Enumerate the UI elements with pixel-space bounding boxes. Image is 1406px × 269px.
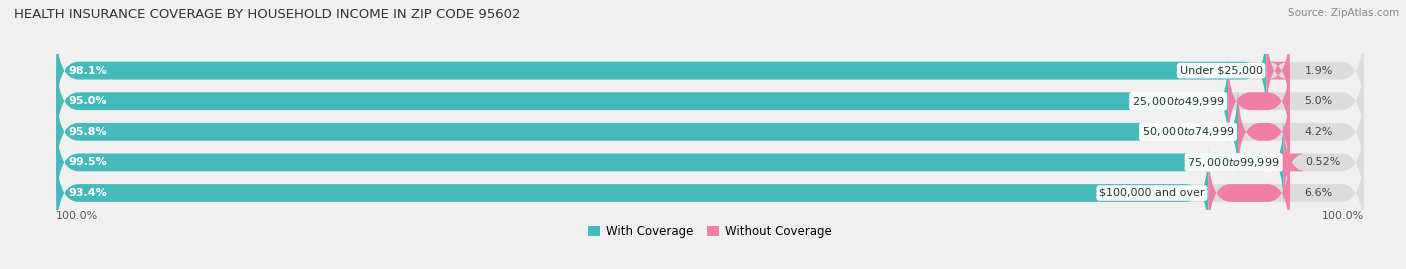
Text: 93.4%: 93.4% bbox=[69, 188, 107, 198]
Text: 100.0%: 100.0% bbox=[1322, 211, 1364, 221]
Text: 4.2%: 4.2% bbox=[1305, 127, 1333, 137]
Text: HEALTH INSURANCE COVERAGE BY HOUSEHOLD INCOME IN ZIP CODE 95602: HEALTH INSURANCE COVERAGE BY HOUSEHOLD I… bbox=[14, 8, 520, 21]
FancyBboxPatch shape bbox=[1268, 116, 1306, 208]
FancyBboxPatch shape bbox=[56, 86, 1239, 178]
FancyBboxPatch shape bbox=[56, 147, 1208, 239]
Legend: With Coverage, Without Coverage: With Coverage, Without Coverage bbox=[588, 225, 832, 238]
FancyBboxPatch shape bbox=[1267, 24, 1289, 117]
Text: 95.8%: 95.8% bbox=[69, 127, 107, 137]
Text: 6.6%: 6.6% bbox=[1305, 188, 1333, 198]
Text: 5.0%: 5.0% bbox=[1305, 96, 1333, 106]
Text: 1.9%: 1.9% bbox=[1305, 66, 1333, 76]
Text: $25,000 to $49,999: $25,000 to $49,999 bbox=[1132, 95, 1225, 108]
Text: 98.1%: 98.1% bbox=[69, 66, 107, 76]
FancyBboxPatch shape bbox=[56, 24, 1364, 117]
FancyBboxPatch shape bbox=[56, 116, 1284, 208]
FancyBboxPatch shape bbox=[56, 24, 1267, 117]
Text: 0.52%: 0.52% bbox=[1305, 157, 1340, 167]
FancyBboxPatch shape bbox=[1239, 86, 1289, 178]
FancyBboxPatch shape bbox=[56, 116, 1364, 208]
FancyBboxPatch shape bbox=[56, 55, 1364, 147]
Text: 100.0%: 100.0% bbox=[56, 211, 98, 221]
Text: 99.5%: 99.5% bbox=[69, 157, 107, 167]
Text: $100,000 and over: $100,000 and over bbox=[1099, 188, 1205, 198]
Text: Source: ZipAtlas.com: Source: ZipAtlas.com bbox=[1288, 8, 1399, 18]
FancyBboxPatch shape bbox=[1227, 55, 1289, 147]
FancyBboxPatch shape bbox=[56, 55, 1227, 147]
FancyBboxPatch shape bbox=[56, 147, 1364, 239]
Text: $50,000 to $74,999: $50,000 to $74,999 bbox=[1142, 125, 1234, 138]
Text: Under $25,000: Under $25,000 bbox=[1180, 66, 1263, 76]
FancyBboxPatch shape bbox=[56, 86, 1364, 178]
Text: 95.0%: 95.0% bbox=[69, 96, 107, 106]
FancyBboxPatch shape bbox=[1208, 147, 1289, 239]
Text: $75,000 to $99,999: $75,000 to $99,999 bbox=[1188, 156, 1279, 169]
